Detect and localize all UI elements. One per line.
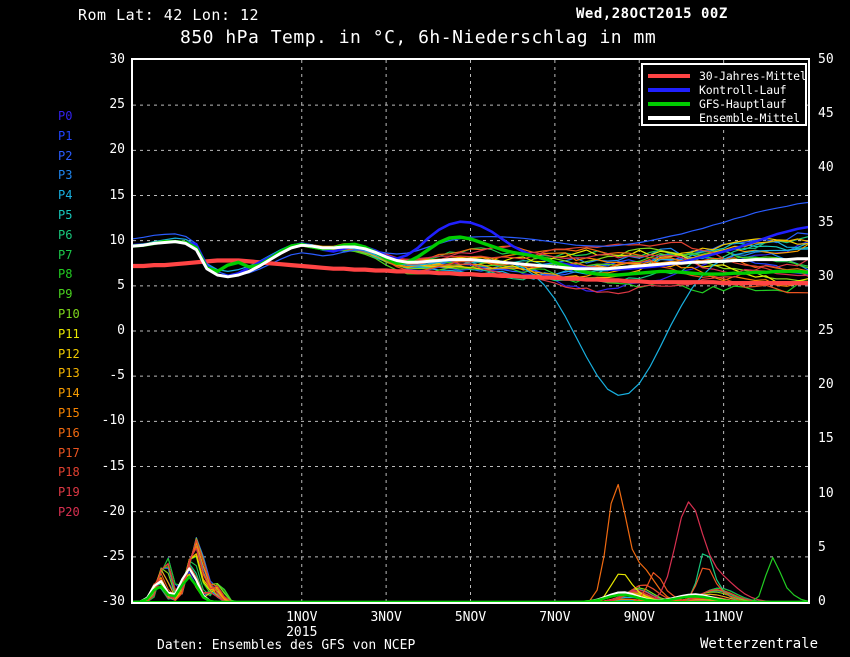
axis-tick-label: 35 [818,214,834,230]
member-label-p16: P16 [58,425,80,440]
plot-area [131,58,810,604]
legend-row: 30-Jahres-Mittel [648,69,807,83]
legend-label: 30-Jahres-Mittel [699,69,807,83]
chart-title: 850 hPa Temp. in °C, 6h-Niederschlag in … [180,27,657,48]
axis-tick-label: 50 [818,52,834,67]
legend-color-swatch [648,116,690,120]
member-label-p18: P18 [58,465,80,480]
member-label-p5: P5 [58,207,73,222]
legend-row: GFS-Hauptlauf [648,97,800,111]
axis-tick-label: 25 [109,97,125,113]
axis-tick-label: 40 [818,160,834,176]
right-axis-ticks: 50 45 40 35 30 25 20 15 10 5 0 [818,52,850,609]
precip-member-line [133,566,808,602]
precip-highlight-line [133,567,808,602]
precip-member-line [133,539,808,602]
member-label-p4: P4 [58,188,73,203]
brand-label: Wetterzentrale [700,636,819,652]
series-line-gfs-hauptlauf [133,235,808,277]
axis-tick-label: -15 [101,458,125,474]
x-tick-11nov: 11NOV [704,610,744,625]
axis-tick-label: 45 [818,106,834,122]
member-label-p17: P17 [58,445,80,460]
axis-tick-label: 0 [818,594,826,609]
axis-tick-label: 15 [818,431,834,447]
axis-tick-label: 10 [818,485,834,501]
axis-tick-label: 30 [818,268,834,284]
series-legend: 30-Jahres-Mittel Kontroll-Lauf GFS-Hauptla… [641,63,807,126]
legend-row: Ensemble-Mittel [648,111,800,125]
axis-tick-label: -10 [101,413,125,429]
data-source-label: Daten: Ensembles des GFS von NCEP [157,638,416,653]
axis-tick-label: -30 [101,594,125,609]
station-info: Rom Lat: 42 Lon: 12 [78,6,260,24]
legend-label: Kontroll-Lauf [699,83,787,97]
member-label-p8: P8 [58,267,73,282]
series-line-kontroll-lauf [133,220,808,278]
precip-member-line [133,555,808,602]
legend-color-swatch [648,74,690,78]
member-label-p3: P3 [58,168,73,183]
left-axis-ticks: 30 25 20 15 10 5 0 -5 -10 -15 -20 -25 -30 [85,52,125,609]
member-label-p12: P12 [58,346,80,361]
axis-tick-label: 15 [109,187,125,203]
axis-tick-label: -5 [109,368,125,384]
member-label-p0: P0 [58,109,73,123]
series-line-ensemble-mittel [133,240,808,279]
axis-tick-label: 5 [117,277,125,293]
axis-tick-label: 30 [109,52,125,67]
precip-peak-line [133,501,808,602]
precip-peak-line [133,567,808,602]
legend-label: GFS-Hauptlauf [699,97,787,111]
axis-tick-label: 20 [109,142,125,158]
axis-tick-label: -25 [101,548,125,564]
axis-tick-label: -20 [101,503,125,519]
precip-highlight-line [133,575,808,602]
ensemble-member-legend: P0 P1 P2 P3 P4 P5 P6 P7 P8 P9 P10 P11 P12 P13 P14 P15 P1… [58,107,104,523]
legend-row: Kontroll-Lauf [648,83,800,97]
axis-tick-label: 20 [818,377,834,393]
x-tick-7nov: 7NOV [539,610,571,625]
legend-color-swatch [648,88,690,92]
chart-canvas [133,60,808,602]
axis-tick-label: 5 [818,539,826,555]
member-label-p6: P6 [58,227,73,242]
member-label-p2: P2 [58,148,73,163]
x-tick-5nov: 5NOV [454,610,487,625]
run-datetime: Wed,28OCT2015 00Z [576,6,728,22]
member-label-p7: P7 [58,247,73,262]
member-label-p13: P13 [58,366,80,381]
axis-tick-label: 10 [109,232,125,248]
legend-color-swatch [648,102,690,106]
member-label-p15: P15 [58,405,80,420]
series-line-30-jahres-mittel [133,258,808,286]
legend-label: Ensemble-Mittel [699,111,800,125]
member-label-p11: P11 [58,326,80,341]
member-label-p20: P20 [58,504,80,519]
x-tick-1nov: 1NOV 2015 [286,610,318,640]
x-tick-3nov: 3NOV [370,610,402,625]
member-label-p14: P14 [58,386,80,401]
axis-tick-label: 0 [117,323,125,338]
member-label-p9: P9 [58,287,73,302]
x-tick-9nov: 9NOV [623,610,655,625]
axis-tick-label: 25 [818,323,834,338]
x-axis-year: 2015 [286,625,318,640]
member-label-p19: P19 [58,485,80,500]
member-label-p1: P1 [58,128,73,143]
precip-peak-line [133,553,808,602]
member-label-p10: P10 [58,306,80,321]
